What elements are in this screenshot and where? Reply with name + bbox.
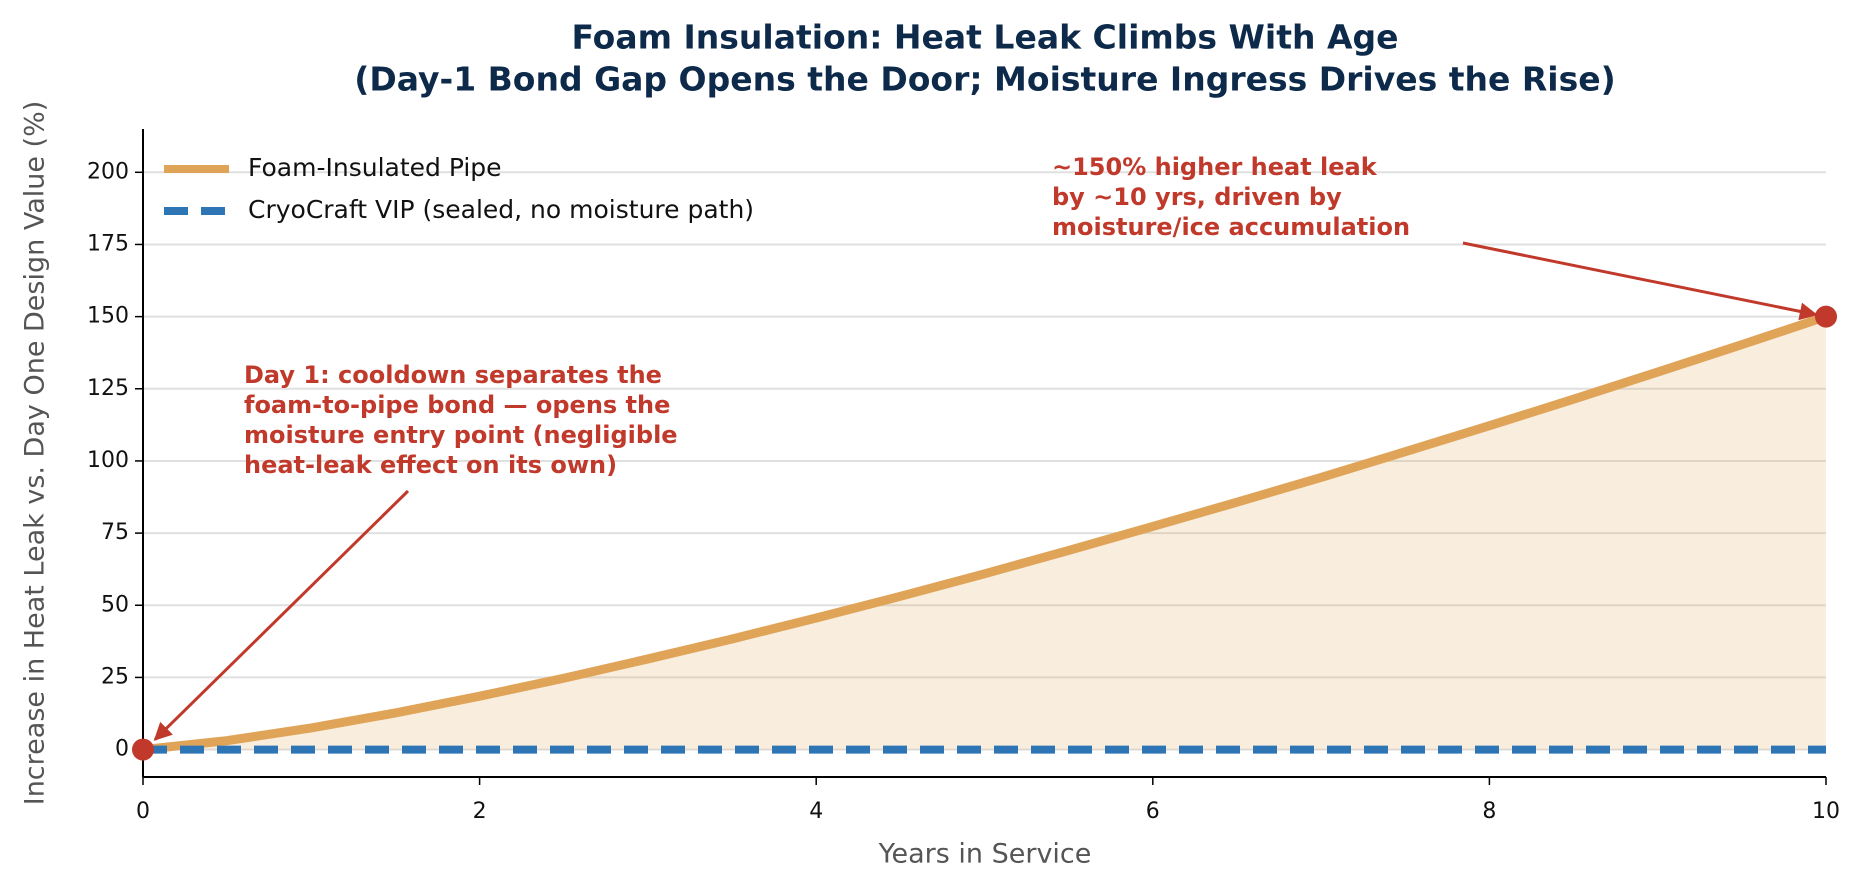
x-tick-label: 2 (473, 799, 487, 824)
x-axis-label: Years in Service (878, 839, 1092, 870)
chart-title: Foam Insulation: Heat Leak Climbs With A… (571, 18, 1398, 57)
annotation-point (1815, 305, 1837, 328)
y-tick-label: 0 (115, 737, 129, 762)
annotation-text: by ~10 yrs, driven by (1052, 183, 1342, 211)
y-tick-label: 25 (101, 664, 129, 689)
annotation-text: ~150% higher heat leak (1052, 153, 1378, 181)
y-tick-label: 50 (101, 592, 129, 617)
x-tick-label: 0 (136, 799, 150, 824)
annotation-text: moisture entry point (negligible (244, 421, 678, 449)
x-tick-label: 10 (1812, 799, 1840, 824)
legend-label: CryoCraft VIP (sealed, no moisture path) (248, 195, 754, 224)
annotation-text: heat-leak effect on its own) (244, 451, 617, 479)
area-fill (143, 316, 1826, 750)
annotation-arrow (153, 489, 410, 741)
y-tick-label: 150 (87, 304, 129, 329)
annotation-text: foam-to-pipe bond — opens the (244, 391, 670, 419)
chart-subtitle: (Day-1 Bond Gap Opens the Door; Moisture… (354, 60, 1615, 99)
y-axis-label: Increase in Heat Leak vs. Day One Design… (20, 101, 51, 806)
y-tick-label: 125 (87, 376, 129, 401)
legend-label: Foam-Insulated Pipe (248, 153, 502, 182)
annotation-point (132, 738, 154, 761)
x-tick-label: 4 (809, 799, 823, 824)
y-tick-label: 75 (101, 520, 129, 545)
x-tick-label: 6 (1146, 799, 1160, 824)
annotation-arrow (1462, 241, 1818, 321)
series-line (142, 312, 1828, 755)
annotation-text: Day 1: cooldown separates the (244, 361, 662, 389)
x-tick-label: 8 (1482, 799, 1496, 824)
annotation-text: moisture/ice accumulation (1052, 213, 1410, 241)
y-tick-label: 175 (87, 231, 129, 256)
y-tick-label: 200 (87, 159, 129, 184)
y-tick-label: 100 (87, 448, 129, 473)
